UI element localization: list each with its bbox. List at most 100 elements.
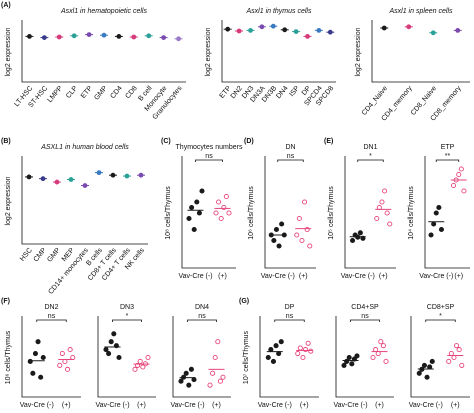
data-point bbox=[279, 221, 285, 227]
data-point bbox=[427, 364, 433, 370]
x-tick-label: Vav-Cre (-) bbox=[258, 402, 292, 409]
axis bbox=[424, 156, 470, 269]
data-point bbox=[305, 340, 311, 346]
axis bbox=[21, 156, 148, 245]
data-point bbox=[276, 243, 282, 249]
data-point bbox=[446, 358, 452, 365]
chart-title: DN2 bbox=[44, 304, 58, 311]
x-tick-label: DN4 bbox=[275, 85, 289, 100]
data-point bbox=[278, 339, 284, 345]
data-point bbox=[215, 339, 221, 345]
panel-label: (G) bbox=[239, 298, 249, 305]
data-point bbox=[299, 237, 305, 244]
x-tick-label: Vav-Cre (-) bbox=[419, 273, 453, 280]
data-point bbox=[305, 34, 310, 39]
data-point bbox=[406, 24, 412, 30]
data-point bbox=[217, 378, 223, 384]
data-point bbox=[124, 173, 130, 179]
data-point bbox=[448, 350, 454, 357]
data-point bbox=[59, 350, 65, 357]
chart-title: CD4+SP bbox=[351, 304, 379, 311]
data-point bbox=[111, 331, 117, 337]
data-point bbox=[451, 354, 457, 361]
x-tick-label: Vav-Cre (-) bbox=[178, 273, 212, 280]
x-tick-label: Vav-Cre (-) bbox=[333, 402, 367, 409]
data-point bbox=[387, 221, 393, 227]
significance-label: ns bbox=[287, 153, 295, 160]
x-tick-label: Vav-Cre (-) bbox=[170, 402, 204, 409]
data-point bbox=[428, 232, 434, 238]
data-point bbox=[429, 358, 435, 365]
axis bbox=[221, 20, 336, 83]
panel-label: (C) bbox=[161, 138, 171, 145]
data-point bbox=[103, 347, 109, 353]
data-point bbox=[456, 347, 462, 353]
significance-bracket bbox=[274, 319, 305, 322]
y-axis-label: 10⁷ cells/Thymus bbox=[243, 330, 250, 384]
data-point bbox=[456, 171, 462, 178]
panel-label: (D) bbox=[244, 138, 254, 145]
data-point bbox=[236, 28, 242, 34]
data-point bbox=[375, 350, 381, 357]
data-point bbox=[431, 221, 437, 227]
data-point bbox=[101, 32, 107, 38]
significance-bracket bbox=[425, 319, 456, 322]
x-tick-label: (+) bbox=[379, 273, 388, 280]
data-point bbox=[186, 215, 192, 222]
data-point bbox=[56, 34, 62, 40]
data-point bbox=[327, 29, 333, 35]
data-point bbox=[32, 350, 39, 357]
significance-label: ns bbox=[361, 313, 369, 320]
x-tick-label: (+) bbox=[137, 402, 146, 409]
x-tick-label: GMP bbox=[46, 247, 62, 264]
y-axis-label: log2 expression bbox=[355, 27, 362, 76]
data-point bbox=[273, 343, 279, 349]
data-point bbox=[346, 354, 352, 361]
data-point bbox=[176, 36, 181, 42]
data-point bbox=[132, 366, 138, 372]
axis bbox=[259, 316, 319, 398]
data-point bbox=[295, 350, 301, 357]
axis bbox=[97, 316, 156, 398]
data-point bbox=[383, 358, 389, 365]
x-tick-label: DN2 bbox=[230, 85, 244, 100]
data-point bbox=[268, 347, 274, 353]
data-point bbox=[65, 366, 71, 372]
axis bbox=[344, 156, 396, 269]
data-point bbox=[178, 378, 184, 384]
data-point bbox=[30, 370, 36, 376]
data-point bbox=[307, 243, 313, 249]
chart-title: ETP bbox=[441, 144, 455, 151]
x-tick-label: (+) bbox=[451, 402, 460, 409]
data-point bbox=[183, 370, 189, 376]
axis bbox=[410, 316, 470, 398]
x-tick-label: ISP bbox=[288, 85, 301, 98]
data-point bbox=[27, 34, 32, 39]
data-point bbox=[349, 361, 355, 367]
data-point bbox=[216, 199, 222, 205]
significance-bracket bbox=[277, 159, 304, 162]
x-tick-label: Vav-Cre (-) bbox=[20, 402, 54, 409]
significance-label: ns bbox=[286, 313, 294, 320]
chart-title: Asxl1 in hematopoietic cells bbox=[60, 8, 147, 15]
significance-bracket bbox=[36, 319, 67, 322]
data-point bbox=[271, 237, 277, 244]
data-point bbox=[433, 210, 439, 216]
data-point bbox=[199, 188, 205, 194]
data-point bbox=[131, 34, 137, 40]
data-point bbox=[106, 350, 112, 357]
significance-bracket bbox=[195, 159, 223, 162]
significance-bracket bbox=[350, 319, 380, 322]
data-point bbox=[135, 362, 141, 368]
data-point bbox=[196, 210, 202, 216]
data-point bbox=[38, 374, 44, 380]
axis bbox=[21, 316, 81, 398]
data-point bbox=[259, 24, 265, 30]
x-tick-label: (+) bbox=[299, 273, 308, 280]
data-point bbox=[86, 32, 92, 37]
data-point bbox=[116, 354, 122, 361]
data-point bbox=[207, 382, 213, 388]
x-tick-label: Vav-Cre (-) bbox=[261, 273, 295, 280]
x-tick-label: (+) bbox=[218, 273, 227, 280]
